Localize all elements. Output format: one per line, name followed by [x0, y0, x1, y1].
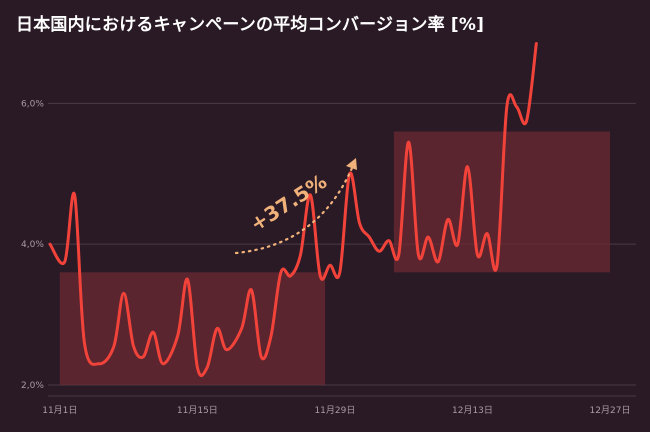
- data-point-16: [225, 348, 229, 351]
- data-point-20: [269, 334, 273, 337]
- data-point-2: [73, 193, 76, 197]
- data-point-47: [535, 42, 538, 45]
- data-point-19: [260, 355, 263, 358]
- data-point-7: [132, 345, 135, 348]
- chart-title: 日本国内におけるキャンペーンの平均コンバージョン率 [%]: [16, 15, 485, 35]
- x-tick-label-4: 12月27日: [590, 405, 631, 416]
- data-point-15: [215, 327, 219, 330]
- data-point-11: [176, 334, 179, 337]
- data-point-1: [63, 260, 66, 263]
- data-point-45: [515, 105, 518, 109]
- y-tick-label-1: 4,0%: [21, 240, 44, 250]
- annotation-arrowhead: [346, 158, 357, 170]
- data-point-32: [387, 239, 391, 242]
- data-point-13: [196, 366, 199, 369]
- annotation-text: +37.5%: [246, 169, 331, 236]
- data-point-8: [142, 355, 145, 358]
- data-point-29: [358, 221, 361, 225]
- y-tick-label-2: 6,0%: [21, 99, 44, 109]
- data-point-30: [368, 235, 371, 239]
- data-point-38: [446, 218, 450, 221]
- data-point-42: [485, 232, 489, 235]
- annotation-arc: [234, 166, 354, 255]
- data-point-6: [122, 292, 125, 295]
- data-point-14: [205, 366, 209, 369]
- data-point-36: [427, 235, 430, 239]
- data-point-35: [417, 253, 420, 256]
- data-point-10: [161, 362, 165, 366]
- x-tick-label-1: 11月15日: [177, 405, 218, 416]
- data-point-46: [525, 119, 528, 123]
- data-point-25: [318, 274, 322, 278]
- data-point-43: [495, 264, 499, 267]
- data-point-37: [436, 260, 440, 263]
- x-tick-label-2: 11月29日: [314, 405, 355, 416]
- data-point-31: [377, 250, 381, 253]
- y-tick-label-0: 2,0%: [21, 381, 44, 391]
- x-tick-label-3: 12月13日: [452, 405, 493, 416]
- data-point-33: [397, 253, 400, 256]
- data-point-17: [240, 327, 243, 330]
- data-point-21: [279, 271, 283, 274]
- data-point-22: [289, 274, 292, 278]
- data-point-26: [328, 264, 332, 267]
- data-point-4: [97, 362, 101, 366]
- data-point-0: [48, 242, 52, 246]
- data-point-41: [476, 253, 479, 256]
- data-point-40: [466, 165, 469, 168]
- data-point-23: [299, 253, 302, 256]
- data-point-39: [456, 242, 459, 246]
- data-point-3: [83, 341, 86, 344]
- data-point-24: [309, 193, 312, 197]
- data-point-12: [186, 278, 189, 281]
- data-point-9: [151, 330, 155, 334]
- data-point-44: [505, 105, 509, 109]
- x-tick-label-0: 11月1日: [42, 405, 77, 416]
- data-point-34: [407, 140, 410, 144]
- data-point-27: [338, 271, 342, 274]
- data-point-18: [250, 288, 253, 292]
- data-point-5: [112, 345, 116, 348]
